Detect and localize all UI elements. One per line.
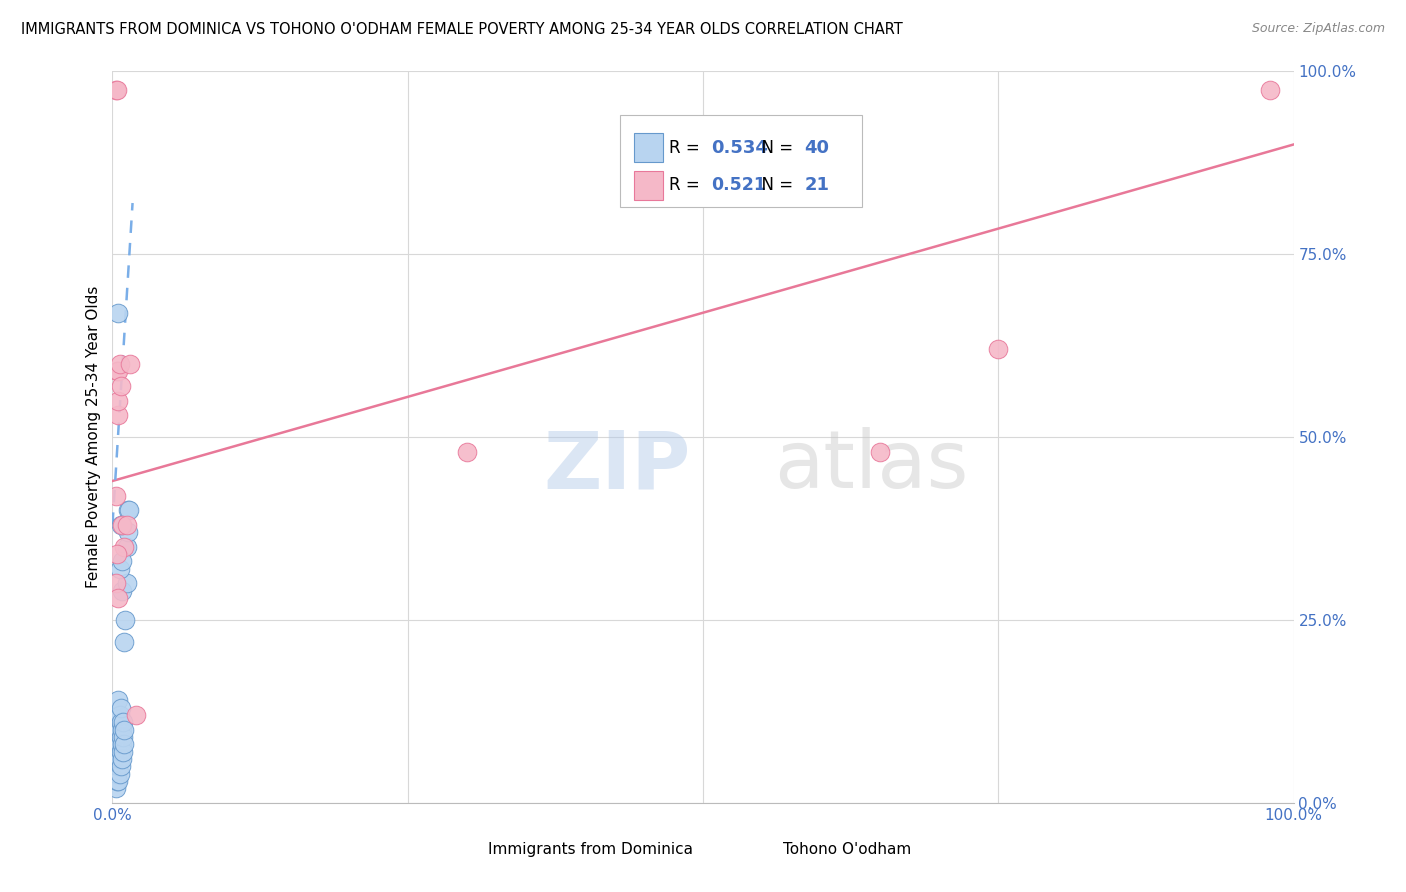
Point	[115, 540, 138, 554]
Point	[1258, 83, 1281, 97]
Text: ZIP: ZIP	[544, 427, 690, 506]
FancyBboxPatch shape	[620, 115, 862, 207]
Point	[107, 759, 129, 773]
Point	[112, 745, 135, 759]
Point	[108, 752, 131, 766]
Text: 40: 40	[804, 138, 830, 157]
Point	[110, 379, 132, 393]
Point	[108, 766, 131, 780]
Point	[108, 562, 131, 576]
Point	[869, 444, 891, 458]
Point	[105, 83, 128, 97]
Text: R =: R =	[669, 138, 704, 157]
FancyBboxPatch shape	[634, 133, 662, 162]
Text: 0.534: 0.534	[711, 138, 768, 157]
Point	[108, 723, 131, 737]
Point	[108, 737, 131, 751]
Point	[107, 306, 129, 320]
FancyBboxPatch shape	[454, 837, 482, 864]
Text: N =: N =	[751, 138, 799, 157]
Point	[120, 357, 142, 371]
Point	[112, 715, 135, 730]
Point	[111, 752, 134, 766]
Point	[110, 759, 132, 773]
Point	[107, 408, 129, 422]
Point	[108, 357, 131, 371]
Point	[107, 393, 129, 408]
Point	[105, 781, 128, 796]
Point	[456, 444, 478, 458]
Point	[107, 752, 129, 766]
Point	[105, 773, 128, 788]
Point	[107, 364, 129, 378]
Point	[112, 737, 135, 751]
Point	[105, 547, 128, 561]
Text: atlas: atlas	[773, 427, 969, 506]
Point	[114, 613, 136, 627]
Point	[110, 700, 132, 714]
Text: Immigrants from Dominica: Immigrants from Dominica	[488, 842, 693, 857]
Point	[111, 583, 134, 598]
Point	[105, 489, 128, 503]
Point	[110, 715, 132, 730]
Point	[111, 737, 134, 751]
Text: Tohono O'odham: Tohono O'odham	[783, 842, 911, 857]
Point	[117, 503, 139, 517]
Point	[105, 576, 128, 591]
Point	[107, 708, 129, 723]
Y-axis label: Female Poverty Among 25-34 Year Olds: Female Poverty Among 25-34 Year Olds	[86, 286, 101, 588]
Point	[115, 517, 138, 532]
Point	[107, 773, 129, 788]
Point	[105, 364, 128, 378]
Point	[110, 730, 132, 744]
Point	[107, 591, 129, 605]
Point	[105, 766, 128, 780]
Point	[107, 737, 129, 751]
Point	[112, 730, 135, 744]
Text: 0.521: 0.521	[711, 177, 766, 194]
Point	[110, 517, 132, 532]
Point	[108, 708, 131, 723]
Point	[111, 517, 134, 532]
Point	[115, 576, 138, 591]
Point	[111, 554, 134, 568]
Point	[107, 723, 129, 737]
Point	[987, 343, 1010, 357]
Point	[107, 693, 129, 707]
Text: 21: 21	[804, 177, 830, 194]
Text: R =: R =	[669, 177, 704, 194]
Text: N =: N =	[751, 177, 799, 194]
Text: IMMIGRANTS FROM DOMINICA VS TOHONO O'ODHAM FEMALE POVERTY AMONG 25-34 YEAR OLDS : IMMIGRANTS FROM DOMINICA VS TOHONO O'ODH…	[21, 22, 903, 37]
Point	[125, 708, 148, 723]
Text: Source: ZipAtlas.com: Source: ZipAtlas.com	[1251, 22, 1385, 36]
Point	[112, 540, 135, 554]
FancyBboxPatch shape	[749, 837, 778, 864]
Point	[118, 503, 141, 517]
Point	[112, 635, 135, 649]
Point	[112, 723, 135, 737]
Point	[105, 83, 128, 97]
FancyBboxPatch shape	[634, 171, 662, 200]
Point	[110, 745, 132, 759]
Point	[117, 525, 139, 540]
Point	[111, 723, 134, 737]
